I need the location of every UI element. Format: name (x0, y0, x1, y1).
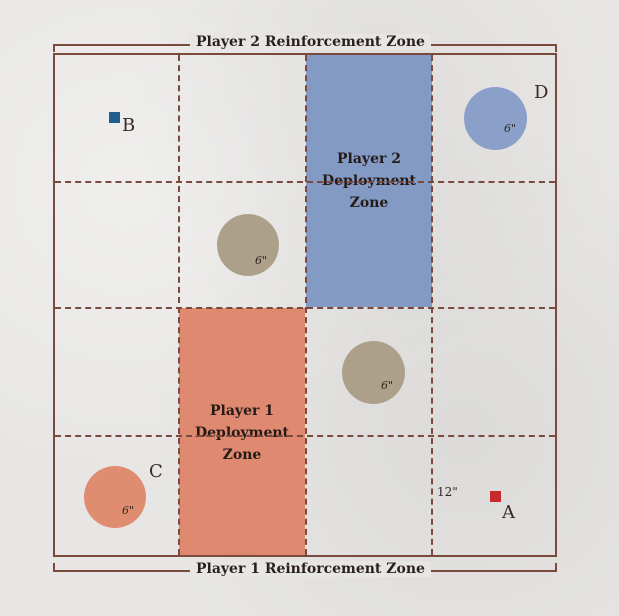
objective-a-label: A (502, 502, 515, 523)
terrain-circle: 6" (217, 214, 279, 276)
terrain-size-label: 6" (381, 379, 394, 392)
reinforcement-tick (555, 563, 557, 571)
objective-b-marker (109, 112, 120, 123)
grid-line-vertical (431, 55, 433, 555)
terrain-size-label: 6" (122, 504, 135, 517)
bottom-reinforcement-label: Player 1 Reinforcement Zone (190, 561, 431, 577)
objective-c-label: C (149, 461, 163, 482)
reinforcement-tick (555, 44, 557, 52)
objective-d-circle: 6" (464, 87, 527, 150)
objective-b-label: B (122, 115, 136, 136)
grid-line-vertical (305, 55, 307, 555)
objective-d-label: D (534, 82, 549, 103)
reinforcement-tick (53, 44, 55, 52)
terrain-circle: 6" (342, 341, 405, 404)
reinforcement-tick (53, 563, 55, 571)
grid-line-vertical (178, 55, 180, 555)
grid-line-horizontal (55, 435, 555, 437)
terrain-size-label: 6" (504, 122, 517, 135)
game-board (53, 53, 557, 557)
grid-line-horizontal (55, 181, 555, 183)
terrain-size-label: 6" (255, 254, 268, 267)
measurement-label: 12" (437, 485, 458, 499)
player1-deployment-zone: Player 1 Deployment Zone (179, 308, 305, 557)
top-reinforcement-label: Player 2 Reinforcement Zone (190, 34, 431, 50)
grid-line-horizontal (55, 307, 555, 309)
objective-c-circle: 6" (84, 466, 146, 528)
objective-a-marker (490, 491, 501, 502)
